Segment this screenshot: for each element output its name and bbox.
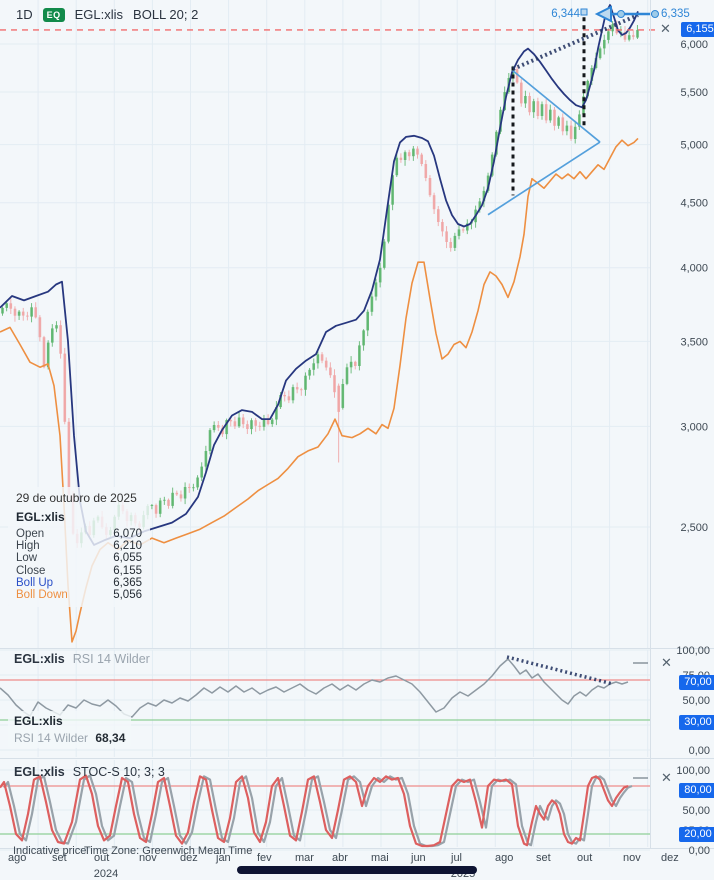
svg-text:dez: dez [180, 852, 198, 864]
stoc-indicator-name[interactable]: STOC-S 10; 3; 3 [72, 765, 165, 779]
rsi-tooltip: EGL:xlis RSI 14 Wilder 68,34 [8, 711, 132, 748]
axis-labels: 6,000 5,500 5,000 4,500 4,000 3,500 3,000 2,500… [8, 39, 710, 880]
arrow-head-icon [594, 5, 612, 23]
rsi-tooltip-value: 68,34 [95, 731, 126, 745]
stoc-minimize-icon[interactable]: — [633, 769, 648, 786]
tooltip-row: Boll Down 5,056 [16, 589, 142, 602]
svg-text:0,00: 0,00 [689, 845, 710, 857]
svg-text:4,000: 4,000 [680, 263, 708, 275]
svg-text:out: out [577, 852, 592, 864]
svg-text:100,00: 100,00 [676, 645, 710, 657]
svg-text:mai: mai [371, 852, 389, 864]
svg-text:6,000: 6,000 [680, 39, 708, 51]
time-scrollbar[interactable] [237, 866, 477, 874]
svg-text:50,00: 50,00 [682, 695, 710, 707]
rsi-close-icon[interactable]: ✕ [661, 655, 672, 670]
indicator-label-boll[interactable]: BOLL 20; 2 [133, 7, 199, 22]
svg-text:100,00: 100,00 [676, 765, 710, 777]
svg-text:mar: mar [295, 852, 314, 864]
svg-text:3,000: 3,000 [680, 421, 708, 433]
svg-text:50,00: 50,00 [682, 805, 710, 817]
indicative-price-label: Indicative price [13, 845, 87, 857]
rsi-tooltip-indicator: RSI 14 Wilder [14, 731, 89, 745]
tooltip-symbol: EGL:xlis [16, 510, 65, 524]
rsi-minimize-icon[interactable]: — [633, 654, 648, 671]
svg-text:jun: jun [410, 852, 426, 864]
stochastic-plot [0, 774, 650, 848]
stoc-overbought-badge: 80,00 [679, 783, 714, 798]
svg-text:jul: jul [450, 852, 462, 864]
svg-text:nov: nov [139, 852, 157, 864]
tooltip-row: Open 6,070 [16, 528, 142, 540]
symbol-label[interactable]: EGL:xlis [74, 7, 124, 22]
rsi-panel-header: EGL:xlis RSI 14 Wilder [14, 652, 150, 666]
stoc-symbol[interactable]: EGL:xlis [14, 765, 65, 779]
svg-text:5,000: 5,000 [680, 140, 708, 152]
svg-text:set: set [536, 852, 551, 864]
svg-text:abr: abr [332, 852, 348, 864]
svg-text:dez: dez [661, 852, 679, 864]
arrow-price-label-right[interactable]: 6,335 [661, 8, 690, 20]
svg-text:set: set [52, 852, 67, 864]
svg-text:fev: fev [257, 852, 272, 864]
tooltip-row: High 6,210 [16, 540, 142, 553]
svg-text:0,00: 0,00 [689, 745, 710, 757]
timezone-label: Time Zone: Greenwich Mean Time [84, 845, 253, 857]
stoc-close-icon[interactable]: ✕ [661, 770, 672, 785]
price-line-close-icon[interactable]: ✕ [660, 21, 671, 36]
rsi-indicator-name[interactable]: RSI 14 Wilder [72, 652, 150, 666]
instrument-type-badge: EQ [42, 7, 65, 22]
svg-text:2024: 2024 [94, 868, 118, 880]
ohlc-tooltip: 29 de outubro de 2025 EGL:xlis Open 6,070… [8, 487, 150, 608]
tooltip-row: Close 6,155 [16, 564, 142, 577]
tooltip-row: Low 6,055 [16, 552, 142, 565]
panel-borders [0, 0, 714, 849]
svg-text:jan: jan [215, 852, 231, 864]
svg-text:out: out [94, 852, 109, 864]
rsi-symbol[interactable]: EGL:xlis [14, 652, 65, 666]
tooltip-rows: Open 6,070 High 6,210 Low 6,055 Close 6,155 Boll… [16, 528, 142, 601]
timeframe-selector[interactable]: 1D [16, 7, 33, 22]
svg-text:4,500: 4,500 [680, 198, 708, 210]
svg-text:5,500: 5,500 [680, 87, 708, 99]
stoc-panel-header: EGL:xlis STOC-S 10; 3; 3 [14, 765, 165, 779]
chart-header: 1D EQ EGL:xlis BOLL 20; 2 [16, 7, 198, 22]
tooltip-row: Boll Up 6,365 [16, 576, 142, 589]
svg-text:ago: ago [495, 852, 513, 864]
svg-text:ago: ago [8, 852, 26, 864]
svg-text:nov: nov [623, 852, 641, 864]
rsi-overbought-badge: 70,00 [679, 675, 714, 690]
rsi-plot [0, 655, 650, 721]
last-price-badge: 6,155 [681, 22, 714, 37]
stoc-oversold-badge: 20,00 [679, 827, 714, 842]
svg-text:3,500: 3,500 [680, 336, 708, 348]
svg-text:2,500: 2,500 [680, 522, 708, 534]
tooltip-date: 29 de outubro de 2025 [16, 491, 137, 505]
rsi-tooltip-symbol: EGL:xlis [14, 714, 63, 728]
rsi-oversold-badge: 30,00 [679, 715, 714, 730]
drawings [487, 5, 659, 216]
candlesticks [1, 20, 639, 548]
arrow-price-label-left[interactable]: 6,344 [551, 8, 580, 20]
